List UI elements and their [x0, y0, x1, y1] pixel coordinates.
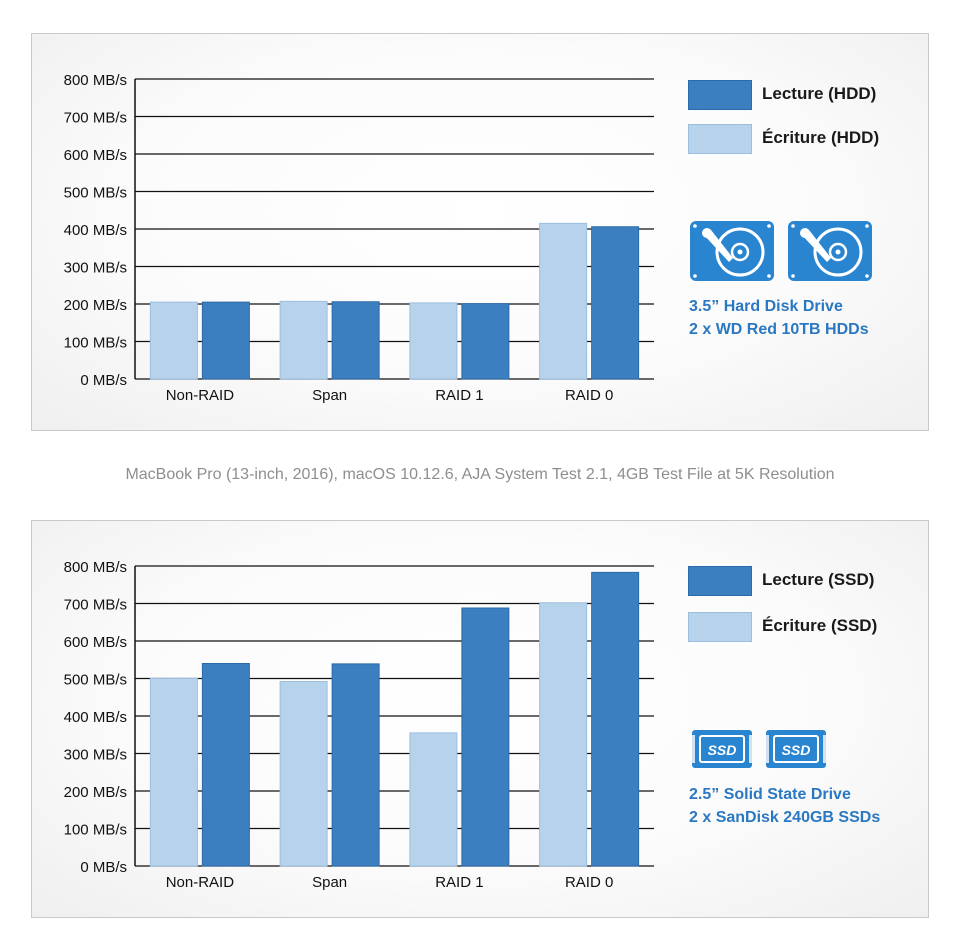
hdd-y-tick-label: 600 MB/s	[64, 147, 127, 164]
legend-label-write: Écriture (HDD)	[762, 128, 880, 147]
legend-swatch-read	[688, 566, 752, 596]
hdd-drive-model: 2 x WD Red 10TB HDDs	[689, 321, 869, 338]
hdd-bar-write	[539, 222, 588, 380]
hdd-bar-write	[279, 300, 328, 380]
legend-write-hdd: Écriture (HDD)	[688, 124, 918, 156]
ssd-y-tick-label: 100 MB/s	[64, 822, 127, 839]
ssd-y-tick-label: 400 MB/s	[64, 709, 127, 726]
legend-write-ssd: Écriture (SSD)	[688, 612, 918, 644]
hdd-y-tick-label: 400 MB/s	[64, 222, 127, 239]
hdd-drive-description: 3.5” Hard Disk Drive 2 x WD Red 10TB HDD…	[689, 295, 869, 341]
ssd-y-tick-label: 0 MB/s	[80, 859, 127, 876]
hdd-y-tick-label: 300 MB/s	[64, 260, 127, 277]
hdd-bar-write	[409, 302, 458, 380]
hdd-bar-read	[331, 301, 380, 380]
hdd-bar-write	[149, 301, 198, 380]
hdd-bar-chart: 0 MB/s 100 MB/s 200 MB/s 300 MB/s 400 MB/s 50…	[64, 72, 654, 404]
hdd-bar-read	[591, 226, 640, 380]
ssd-y-tick-label: 800 MB/s	[64, 559, 127, 576]
hdd-y-tick-label: 500 MB/s	[64, 185, 127, 202]
ssd-icon: SSD	[766, 730, 826, 768]
test-configuration-caption: MacBook Pro (13-inch, 2016), macOS 10.12…	[125, 466, 835, 483]
legend-label-write: Écriture (SSD)	[762, 616, 878, 635]
hard-disk-drive-icon	[788, 221, 872, 281]
legend-label-read: Lecture (SSD)	[762, 570, 875, 589]
hdd-drive-type: 3.5” Hard Disk Drive	[689, 298, 843, 315]
hdd-bar-read	[201, 301, 250, 380]
ssd-x-tick-label: RAID 1	[435, 874, 483, 891]
hdd-bar-read	[461, 303, 510, 380]
legend-swatch-write	[688, 612, 752, 642]
legend-swatch-read	[688, 80, 752, 110]
ssd-bar-read	[201, 663, 250, 867]
ssd-bar-chart: 0 MB/s 100 MB/s 200 MB/s 300 MB/s 400 MB/s 50…	[64, 559, 654, 891]
legend-read-hdd: Lecture (HDD)	[688, 80, 918, 112]
ssd-y-tick-label: 200 MB/s	[64, 784, 127, 801]
ssd-bar-read	[591, 571, 640, 867]
hdd-y-tick-label: 700 MB/s	[64, 110, 127, 127]
ssd-x-tick-label: RAID 0	[565, 874, 613, 891]
ssd-y-tick-label: 300 MB/s	[64, 747, 127, 764]
ssd-bar-write	[539, 602, 588, 867]
ssd-bar-write	[149, 678, 198, 867]
ssd-chart-panel: 0 MB/s 100 MB/s 200 MB/s 300 MB/s 400 MB/s 50…	[31, 520, 929, 918]
ssd-drive-type: 2.5” Solid State Drive	[689, 786, 851, 803]
ssd-drive-description: 2.5” Solid State Drive 2 x SanDisk 240GB…	[689, 783, 880, 829]
ssd-y-tick-label: 600 MB/s	[64, 634, 127, 651]
hdd-chart-panel: 0 MB/s 100 MB/s 200 MB/s 300 MB/s 400 MB/s 50…	[31, 33, 929, 431]
ssd-x-tick-label: Non-RAID	[166, 874, 235, 891]
ssd-bar-read	[331, 663, 380, 867]
hdd-y-tick-label: 200 MB/s	[64, 297, 127, 314]
ssd-x-tick-label: Span	[312, 874, 347, 891]
legend-read-ssd: Lecture (SSD)	[688, 566, 918, 598]
ssd-icon-label: SSD	[708, 742, 737, 758]
hdd-y-tick-label: 800 MB/s	[64, 72, 127, 89]
legend-label-read: Lecture (HDD)	[762, 84, 877, 103]
ssd-drive-model: 2 x SanDisk 240GB SSDs	[689, 809, 881, 826]
ssd-bar-write	[409, 732, 458, 867]
ssd-icon-label: SSD	[782, 742, 811, 758]
hdd-y-tick-label: 0 MB/s	[80, 372, 127, 389]
hdd-x-tick-label: RAID 1	[435, 387, 483, 404]
legend-swatch-write	[688, 124, 752, 154]
ssd-bar-read	[461, 607, 510, 867]
hdd-x-tick-label: Non-RAID	[166, 387, 235, 404]
hard-disk-drive-icon	[690, 221, 774, 281]
hdd-y-tick-label: 100 MB/s	[64, 335, 127, 352]
ssd-y-tick-label: 500 MB/s	[64, 672, 127, 689]
hdd-x-tick-label: RAID 0	[565, 387, 613, 404]
ssd-bar-write	[279, 681, 328, 867]
hdd-x-tick-label: Span	[312, 387, 347, 404]
ssd-icon: SSD	[692, 730, 752, 768]
ssd-y-tick-label: 700 MB/s	[64, 597, 127, 614]
